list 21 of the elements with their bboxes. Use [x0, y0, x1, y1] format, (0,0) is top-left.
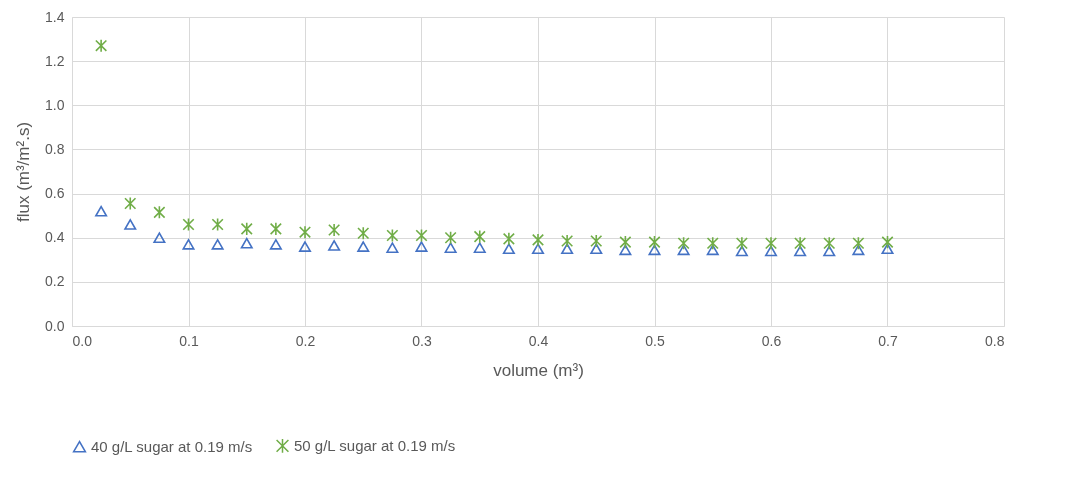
x-tick-label: 0.3: [412, 332, 432, 349]
y-tick-label: 1.0: [45, 96, 65, 113]
y-tick-label: 0.2: [45, 273, 65, 290]
y-tick-label: 0.4: [45, 229, 65, 246]
y-tick-label: 0.0: [45, 317, 65, 334]
y-tick-label: 1.4: [45, 8, 65, 25]
x-tick-label: 0.8: [985, 332, 1005, 349]
x-axis-title: volume (m³): [493, 360, 584, 380]
x-tick-label: 0.2: [295, 332, 316, 349]
x-tick-label: 0.7: [878, 332, 898, 349]
x-tick-label: 0.5: [645, 332, 665, 349]
legend-label: 40 g/L sugar at 0.19 m/s: [91, 437, 253, 455]
legend-label: 50 g/L sugar at 0.19 m/s: [294, 436, 456, 454]
x-tick-label: 0.6: [761, 332, 782, 349]
y-tick-label: 1.2: [45, 52, 65, 69]
x-tick-label: 0.1: [179, 332, 199, 349]
y-tick-label: 0.8: [45, 140, 65, 157]
y-axis-title: flux (m³/m².s): [14, 121, 34, 223]
x-tick-label: 0.0: [72, 332, 93, 349]
y-tick-label: 0.6: [45, 185, 65, 202]
x-tick-label: 0.4: [528, 332, 549, 349]
